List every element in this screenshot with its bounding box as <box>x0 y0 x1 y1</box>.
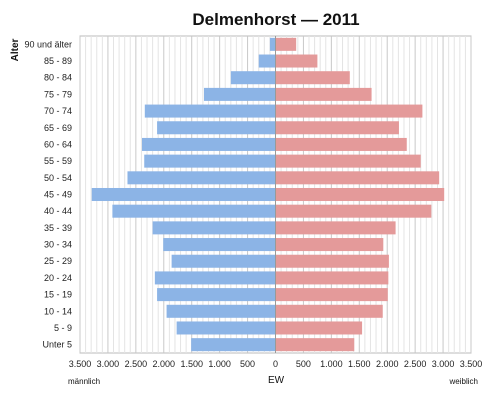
category-label: 50 - 54 <box>44 173 72 183</box>
bar-weiblich <box>275 321 363 335</box>
bar-weiblich <box>275 204 432 218</box>
bar-maennlich <box>144 154 276 168</box>
bar-maennlich <box>204 87 276 101</box>
bar-weiblich <box>275 54 318 68</box>
x-axis-label: EW <box>268 375 285 386</box>
bar-maennlich <box>230 71 276 85</box>
x-tick-label: 2.500 <box>125 359 148 369</box>
category-label: 45 - 49 <box>44 190 72 200</box>
bar-weiblich <box>275 87 372 101</box>
category-label: 30 - 34 <box>44 240 72 250</box>
bar-maennlich <box>166 304 276 318</box>
bar-maennlich <box>91 187 276 202</box>
category-label: 85 - 89 <box>44 56 72 66</box>
category-label: 75 - 79 <box>44 89 72 99</box>
category-label: 25 - 29 <box>44 256 72 266</box>
bar-weiblich <box>275 171 440 185</box>
x-tick-labels: 3.500 3.000 2.500 2.000 1.500 1.000 500 0 500 1.0… <box>69 359 483 369</box>
x-tick-label: 500 <box>296 359 311 369</box>
bar-weiblich <box>275 238 384 252</box>
x-tick-label: 1.500 <box>348 359 371 369</box>
category-label: 5 - 9 <box>54 323 72 333</box>
bar-weiblich <box>275 271 389 285</box>
x-tick-label: 1.500 <box>180 359 203 369</box>
bar-maennlich <box>154 271 276 285</box>
x-tick-label: 1.000 <box>320 359 343 369</box>
bar-weiblich <box>275 104 423 118</box>
bar-weiblich <box>275 137 407 151</box>
bar-maennlich <box>171 254 276 268</box>
x-tick-label: 3.500 <box>69 359 92 369</box>
category-label: 35 - 39 <box>44 223 72 233</box>
bar-weiblich <box>275 37 297 51</box>
x-tick-label: 2.000 <box>153 359 176 369</box>
chart-title: Delmenhorst — 2011 <box>192 10 359 29</box>
bar-weiblich <box>275 304 383 318</box>
category-label: 55 - 59 <box>44 156 72 166</box>
x-tick-label: 3.500 <box>460 359 483 369</box>
category-label: 15 - 19 <box>44 290 72 300</box>
left-side-label: männlich <box>68 377 100 386</box>
category-label: Unter 5 <box>42 340 72 350</box>
category-label: 90 und älter <box>24 39 72 49</box>
category-label: 40 - 44 <box>44 206 72 216</box>
x-tick-label: 3.000 <box>97 359 120 369</box>
category-label: 80 - 84 <box>44 73 72 83</box>
bar-weiblich <box>275 338 355 352</box>
bar-weiblich <box>275 154 421 168</box>
bar-maennlich <box>157 288 276 302</box>
bar-maennlich <box>112 204 276 218</box>
x-tick-label: 3.000 <box>432 359 455 369</box>
category-label: 20 - 24 <box>44 273 72 283</box>
category-label: 10 - 14 <box>44 306 72 316</box>
x-tick-label: 0 <box>273 359 278 369</box>
bar-weiblich <box>275 71 350 85</box>
x-tick-label: 2.500 <box>404 359 427 369</box>
bar-weiblich <box>275 288 388 302</box>
category-label: 60 - 64 <box>44 139 72 149</box>
category-label: 70 - 74 <box>44 106 72 116</box>
bar-maennlich <box>176 321 276 335</box>
right-side-label: weiblich <box>449 377 478 386</box>
bar-maennlich <box>152 221 276 235</box>
bar-maennlich <box>144 104 276 118</box>
category-labels: 90 und älter 85 - 89 80 - 84 75 - 79 70 - 74… <box>24 39 72 349</box>
y-axis-label: Alter <box>10 39 21 62</box>
bar-weiblich <box>275 187 445 202</box>
bar-maennlich <box>269 37 276 51</box>
bar-maennlich <box>127 171 276 185</box>
x-tick-label: 2.000 <box>376 359 399 369</box>
bar-weiblich <box>275 221 396 235</box>
bars <box>91 36 445 353</box>
bar-weiblich <box>275 254 389 268</box>
bar-maennlich <box>142 137 276 151</box>
x-tick-label: 500 <box>240 359 255 369</box>
bar-maennlich <box>157 121 276 135</box>
bar-maennlich <box>258 54 276 68</box>
bar-maennlich <box>191 338 276 352</box>
bar-maennlich <box>163 238 276 252</box>
x-tick-label: 1.000 <box>208 359 231 369</box>
category-label: 65 - 69 <box>44 123 72 133</box>
bar-weiblich <box>275 121 399 135</box>
